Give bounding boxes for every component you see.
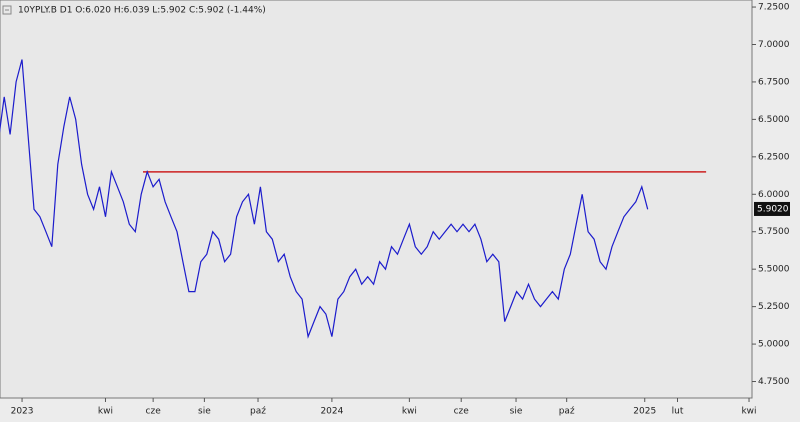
plot-area (0, 0, 753, 399)
y-tick-label: 5.7500 (758, 227, 790, 237)
y-tick-label: 5.0000 (758, 340, 790, 350)
y-tick-label: 6.2500 (758, 152, 790, 162)
x-tick-label: paź (559, 407, 575, 417)
y-tick-label: 4.7500 (758, 377, 790, 387)
collapse-icon[interactable] (2, 5, 12, 15)
y-tick-label: 6.0000 (758, 190, 790, 200)
x-tick-label: sie (198, 407, 211, 417)
y-tick-label: 7.2500 (758, 3, 790, 13)
x-tick-label: cze (146, 407, 162, 417)
y-tick-label: 7.0000 (758, 40, 790, 50)
last-price-box (754, 201, 790, 216)
x-tick-label: 2024 (320, 407, 343, 417)
y-tick-label: 5.5000 (758, 265, 790, 275)
x-tick-label: paź (250, 407, 266, 417)
x-tick-label: lut (672, 407, 684, 417)
x-tick-label: kwi (741, 407, 756, 417)
chart-title: 10YPLY.B D1 O:6.020 H:6.039 L:5.902 C:5.… (18, 6, 266, 16)
x-tick-label: kwi (98, 407, 113, 417)
x-tick-label: 2025 (633, 407, 656, 417)
x-tick-label: sie (510, 407, 523, 417)
y-tick-label: 6.7500 (758, 77, 790, 87)
y-tick-label: 5.2500 (758, 302, 790, 312)
x-tick-label: 2023 (11, 407, 34, 417)
y-tick-label: 6.5000 (758, 115, 790, 125)
x-tick-label: kwi (402, 407, 417, 417)
x-tick-label: cze (454, 407, 470, 417)
price-line (0, 59, 649, 339)
last-price-label: 5.9020 (757, 204, 789, 214)
